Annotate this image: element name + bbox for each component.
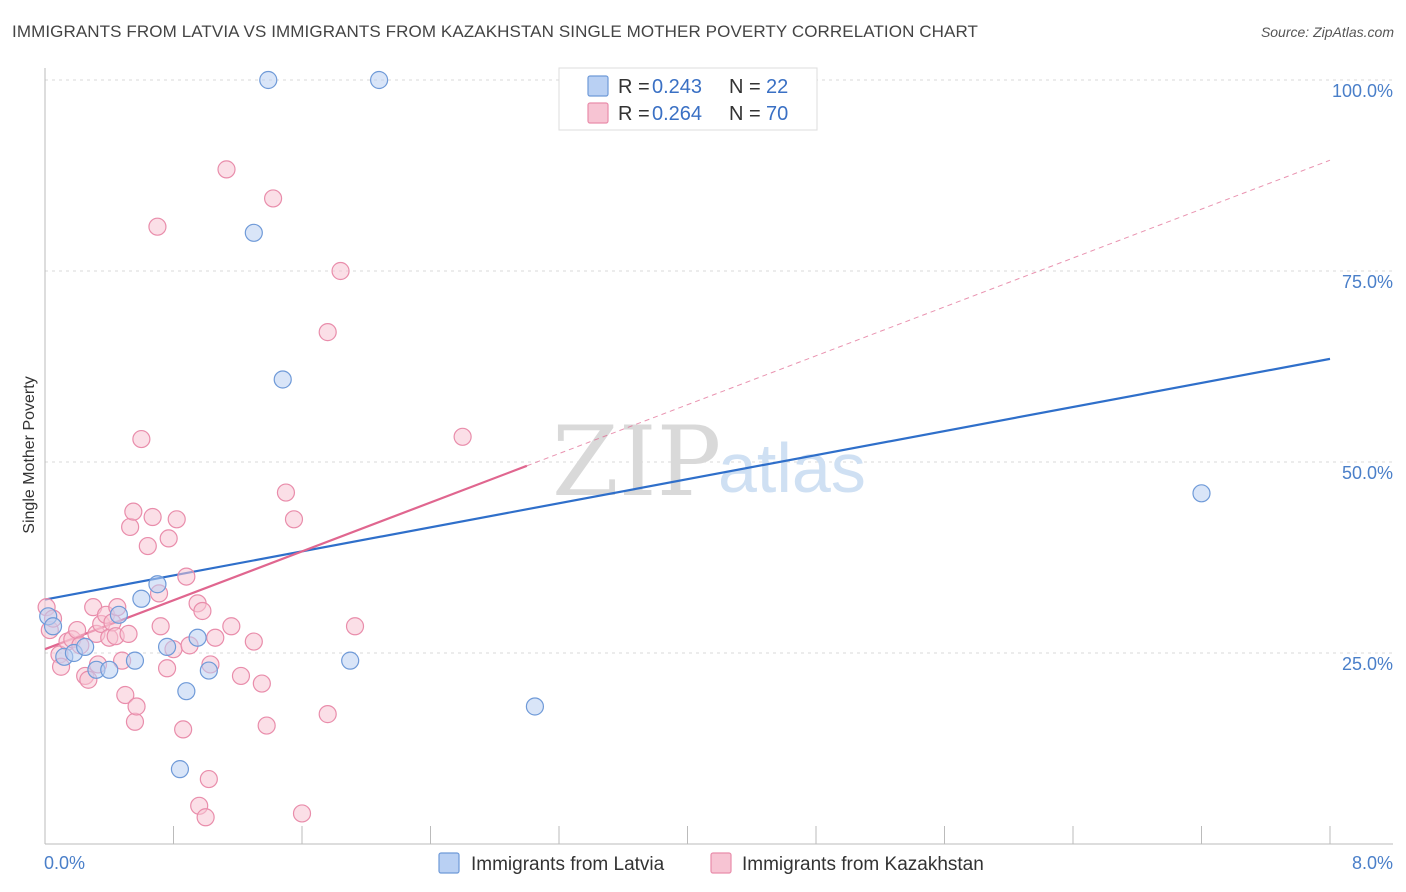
legend-r-value-latvia: 0.243	[652, 76, 702, 98]
point-kazakhstan-21	[116, 685, 135, 705]
point-kazakhstan-57	[318, 323, 337, 342]
point-kazakhstan-27	[132, 429, 151, 449]
chart-title: IMMIGRANTS FROM LATVIA VS IMMIGRANTS FRO…	[12, 22, 979, 41]
point-kazakhstan-56	[292, 804, 312, 823]
y-tick-labels: 25.0% 50.0% 75.0% 100.0%	[1332, 81, 1393, 674]
point-kazakhstan-28	[138, 536, 157, 556]
point-kazakhstan-58	[318, 705, 337, 724]
point-latvia-7	[109, 605, 128, 624]
point-kazakhstan-25	[125, 712, 145, 731]
point-kazakhstan-47	[217, 160, 236, 179]
point-kazakhstan-48	[222, 617, 241, 636]
axes	[44, 68, 1393, 845]
point-kazakhstan-37	[174, 720, 193, 739]
point-kazakhstan-46	[206, 628, 225, 647]
y-tick-label-50: 50.0%	[1342, 463, 1393, 483]
point-latvia-22	[1192, 484, 1211, 503]
point-kazakhstan-29	[143, 507, 162, 527]
point-kazakhstan-24	[124, 502, 143, 521]
point-kazakhstan-55	[284, 510, 304, 529]
legend-swatch-kazakhstan	[587, 102, 609, 124]
x-tick-labels: 0.0% 8.0%	[44, 853, 1393, 873]
point-kazakhstan-50	[244, 632, 263, 651]
point-kazakhstan-32	[151, 617, 170, 636]
legend-n-value-kazakhstan: 70	[766, 103, 788, 125]
point-latvia-11	[157, 637, 177, 656]
watermark-atlas: atlas	[718, 429, 866, 507]
point-kazakhstan-49	[231, 666, 251, 686]
point-kazakhstan-51	[252, 674, 271, 693]
watermark: ZIP atlas	[552, 406, 866, 518]
point-kazakhstan-26	[127, 697, 146, 716]
point-kazakhstan-22	[119, 624, 138, 644]
y-tick-label-100: 100.0%	[1332, 81, 1393, 101]
point-latvia-8	[125, 651, 145, 670]
legend-n-label-kazakhstan: N =	[729, 103, 761, 125]
grid	[45, 79, 1393, 654]
point-latvia-6	[100, 660, 119, 679]
point-kazakhstan-23	[121, 517, 140, 537]
bottom-legend-label-kazakhstan: Immigrants from Kazakhstan	[742, 854, 984, 875]
point-latvia-18	[273, 370, 292, 389]
point-kazakhstan-7	[68, 620, 87, 640]
point-kazakhstan-54	[276, 483, 296, 502]
bottom-legend-label-latvia: Immigrants from Latvia	[471, 854, 665, 875]
x-tick-label-max: 8.0%	[1352, 853, 1393, 873]
legend-r-value-kazakhstan: 0.264	[652, 103, 702, 125]
legend-r-label-latvia: R =	[618, 76, 650, 98]
point-kazakhstan-30	[148, 217, 167, 236]
data-points	[37, 70, 1211, 827]
point-kazakhstan-38	[177, 567, 196, 586]
source-label: Source: ZipAtlas.com	[1260, 24, 1394, 40]
point-latvia-10	[148, 575, 167, 594]
bottom-legend-swatch-latvia	[438, 852, 460, 874]
trend-line-latvia	[44, 357, 1331, 601]
point-kazakhstan-52	[257, 716, 276, 735]
point-latvia-14	[188, 628, 207, 647]
bottom-legend-swatch-kazakhstan	[710, 852, 732, 874]
point-latvia-19	[341, 651, 360, 670]
legend-swatch-latvia	[587, 75, 609, 97]
legend-n-value-latvia: 22	[766, 76, 788, 98]
point-kazakhstan-36	[167, 510, 186, 529]
point-kazakhstan-33	[157, 659, 177, 678]
point-latvia-12	[170, 760, 190, 779]
point-latvia-9	[132, 589, 151, 608]
y-tick-label-25: 25.0%	[1342, 654, 1393, 674]
y-tick-label-75: 75.0%	[1342, 272, 1393, 292]
point-kazakhstan-53	[263, 189, 283, 208]
trend-line-kazakhstan-extension	[526, 159, 1331, 467]
legend-r-label-kazakhstan: R =	[618, 103, 650, 125]
legend: R = 0.243 N = 22 R = 0.264 N = 70	[558, 67, 818, 131]
point-latvia-4	[76, 637, 95, 656]
watermark-zip: ZIP	[552, 406, 721, 518]
point-kazakhstan-59	[331, 261, 350, 281]
point-kazakhstan-61	[453, 427, 472, 446]
y-axis-title: Single Mother Poverty	[21, 376, 38, 533]
point-kazakhstan-60	[345, 617, 365, 636]
x-tick-label-min: 0.0%	[44, 853, 85, 873]
bottom-legend: Immigrants from Latvia Immigrants from Ka…	[438, 852, 984, 875]
point-latvia-21	[525, 697, 545, 716]
point-latvia-15	[199, 661, 218, 680]
point-kazakhstan-42	[193, 601, 212, 621]
point-latvia-20	[370, 70, 389, 90]
point-latvia-1	[43, 617, 63, 636]
point-latvia-13	[177, 682, 196, 701]
point-kazakhstan-43	[196, 808, 215, 827]
point-kazakhstan-44	[199, 769, 218, 789]
point-kazakhstan-34	[159, 529, 178, 548]
point-latvia-16	[244, 223, 263, 242]
legend-n-label-latvia: N =	[729, 76, 761, 98]
point-latvia-17	[259, 70, 278, 90]
trend-lines	[44, 159, 1331, 651]
